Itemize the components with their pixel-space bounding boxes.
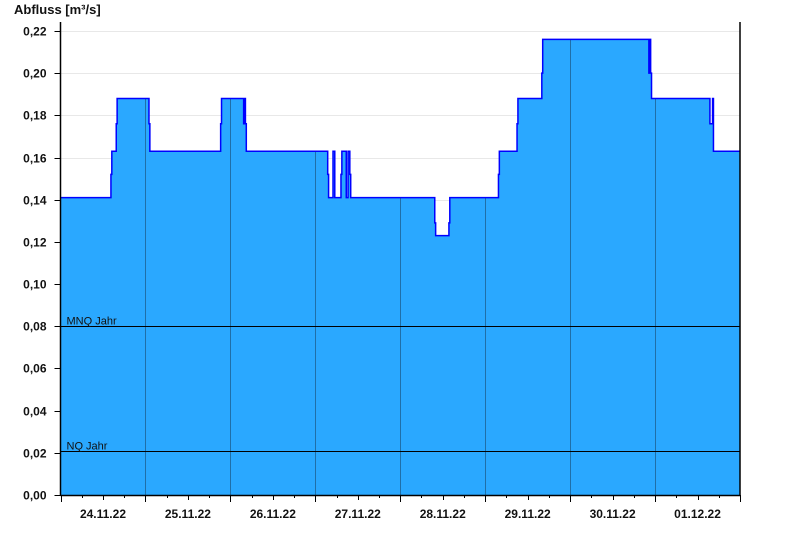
reference-label: NQ Jahr <box>67 441 108 453</box>
y-tick-label: 0,12 <box>23 236 47 250</box>
reference-label: MNQ Jahr <box>67 316 117 328</box>
x-tick-label: 30.11.22 <box>590 507 636 521</box>
y-tick-label: 0,04 <box>23 405 47 419</box>
y-tick-label: 0,16 <box>23 152 47 166</box>
y-tick-label: 0,08 <box>23 320 47 334</box>
axes: 0,00 0,02 0,04 0,06 0,08 0,10 0,12 0,14 0,16 0,18… <box>23 22 741 521</box>
y-tick-label: 0,22 <box>23 25 47 39</box>
y-tick-label: 0,00 <box>23 489 47 503</box>
y-tick-label: 0,18 <box>23 109 47 123</box>
x-tick-label: 27.11.22 <box>335 507 381 521</box>
y-tick-label: 0,10 <box>23 278 47 292</box>
y-tick-label: 0,20 <box>23 67 47 81</box>
x-tick-label: 28.11.22 <box>420 507 466 521</box>
y-tick-label: 0,02 <box>23 447 47 461</box>
reference-lines: MNQ Jahr NQ Jahr <box>60 316 740 453</box>
x-tick-label: 29.11.22 <box>505 507 551 521</box>
y-tick-label: 0,14 <box>23 194 47 208</box>
x-tick-label: 01.12.22 <box>674 507 721 521</box>
discharge-line <box>60 38 740 237</box>
x-tick-label: 26.11.22 <box>250 507 296 521</box>
x-tick-label: 24.11.22 <box>80 507 126 521</box>
y-axis-label: Abfluss [m³/s] <box>14 2 101 17</box>
x-tick-label: 25.11.22 <box>165 507 211 521</box>
y-tick-label: 0,06 <box>23 362 47 376</box>
